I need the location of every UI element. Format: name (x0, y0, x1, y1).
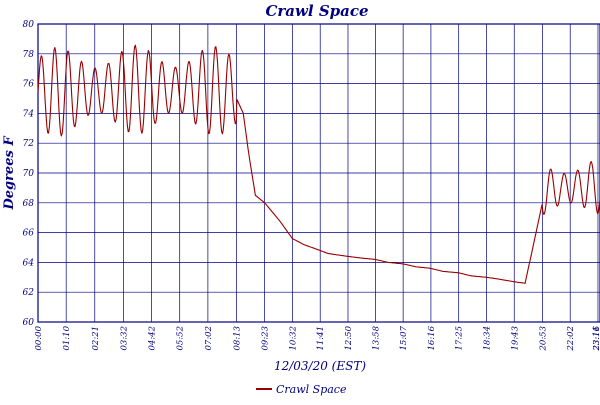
y-tick-label: 72 (23, 139, 35, 149)
x-tick-label: 15:07 (399, 325, 409, 350)
x-tick-label: 11:41 (316, 326, 326, 351)
y-tick-label: 70 (23, 169, 35, 179)
chart-title: Crawl Space (265, 2, 368, 20)
series-layer (37, 44, 600, 284)
x-tick-label: 10:32 (288, 326, 298, 351)
legend: Crawl Space (256, 383, 347, 396)
y-axis-label: Degrees F (2, 136, 17, 211)
x-axis-label: 12/03/20 (EST) (274, 359, 366, 373)
x-tick-label: 23:16 (592, 325, 600, 351)
x-tick-label: 22:02 (566, 326, 576, 352)
y-tick-label: 76 (23, 80, 35, 90)
y-tick-label: 60 (23, 318, 35, 328)
x-tick-label: 18:34 (482, 326, 492, 351)
x-tick-label: 02:21 (91, 326, 101, 351)
x-tick-label: 17:25 (455, 326, 465, 351)
x-tick-label: 07:02 (204, 326, 214, 351)
series-line-crawl-space (37, 44, 600, 284)
x-tick-label: 13:58 (371, 325, 381, 350)
y-axis-ticks: 60 62 64 66 68 70 72 74 76 78 80 (23, 20, 35, 328)
y-tick-label: 62 (23, 288, 35, 298)
x-tick-label: 05:52 (176, 326, 186, 351)
y-tick-label: 68 (23, 199, 35, 209)
x-tick-label: 20:53 (538, 326, 548, 352)
x-axis-ticks: 00:00 01:10 02:21 03:32 04:42 05:52 07:02 08:13… (34, 325, 600, 351)
x-tick-label: 08:13 (232, 326, 242, 351)
x-tick-label: 00:00 (34, 325, 44, 350)
x-tick-label: 09:23 (261, 326, 271, 351)
y-tick-label: 78 (23, 50, 35, 60)
x-tick-label: 19:43 (510, 326, 520, 351)
y-tick-label: 66 (23, 229, 35, 239)
y-tick-label: 74 (23, 109, 35, 119)
x-tick-label: 23:11 (592, 326, 600, 352)
x-tick-label: 12:50 (344, 325, 354, 350)
x-tick-label: 04:42 (148, 326, 158, 351)
y-tick-label: 64 (23, 258, 35, 268)
x-tick-label: 16:16 (427, 325, 437, 350)
x-tick-label: 01:10 (62, 325, 72, 350)
legend-label: Crawl Space (276, 383, 347, 396)
x-tick-label: 03:32 (119, 326, 129, 351)
y-tick-label: 80 (23, 20, 35, 30)
